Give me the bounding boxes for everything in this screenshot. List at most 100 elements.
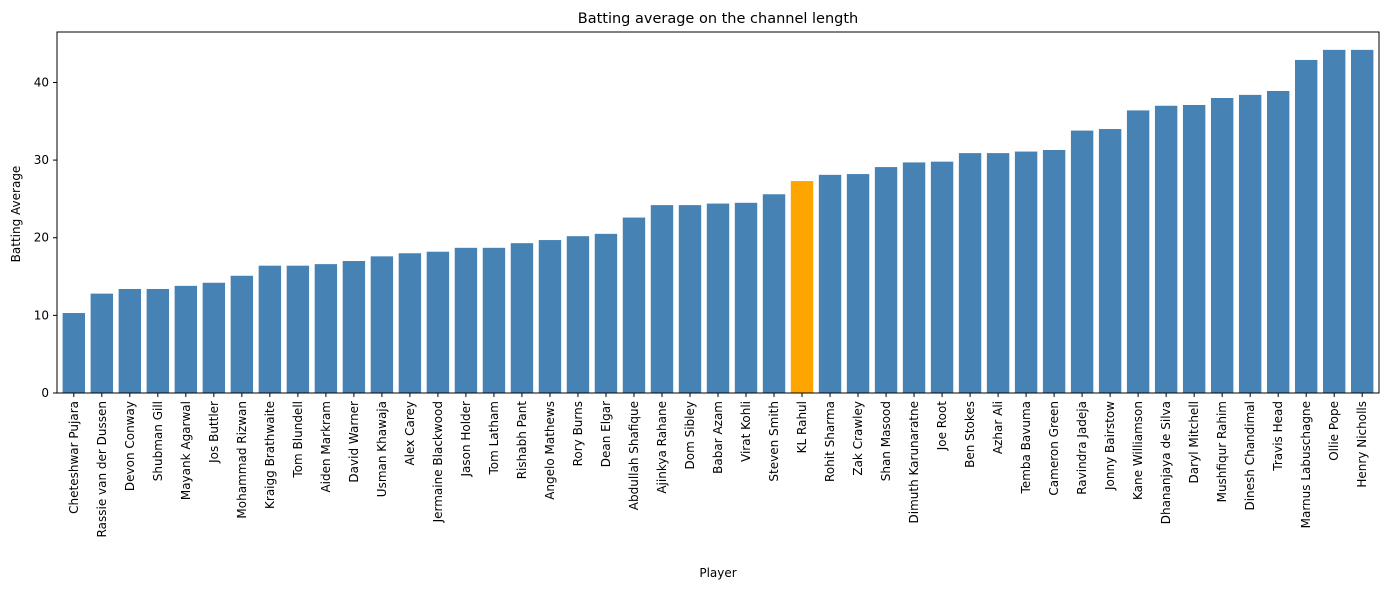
bar-jonny-bairstow [1098, 129, 1122, 394]
bar-alex-carey [398, 253, 422, 393]
x-tick-label: Henry Nicholls [1355, 401, 1369, 488]
bar-kraigg-brathwaite [258, 265, 282, 393]
x-tick-label: Ollie Pope [1327, 401, 1341, 461]
x-tick-label: Alex Carey [403, 401, 417, 466]
x-tick-label: Tom Blundell [291, 401, 305, 479]
bar-kl-rahul [790, 181, 814, 393]
bar-joe-root [930, 161, 954, 393]
bar-devon-conway [118, 288, 142, 393]
bar-jason-holder [454, 247, 478, 393]
x-tick-label: Daryl Mitchell [1187, 401, 1201, 483]
x-tick-label: Rishabh Pant [515, 401, 529, 480]
bar-dean-elgar [594, 233, 618, 393]
x-tick-label: Travis Head [1271, 401, 1285, 472]
bar-cameron-green [1042, 150, 1066, 393]
bar-dinesh-chandimal [1238, 94, 1262, 393]
bar-angelo-mathews [538, 240, 562, 393]
x-tick-label: Ravindra Jadeja [1075, 401, 1089, 495]
x-tick-label: Rassie van der Dussen [95, 401, 109, 537]
x-tick-label: Angelo Mathews [543, 401, 557, 500]
x-tick-label: Cameron Green [1047, 401, 1061, 496]
bar-ravindra-jadeja [1070, 130, 1094, 393]
bar-mohammad-rizwan [230, 275, 254, 393]
bar-henry-nicholls [1350, 49, 1374, 394]
x-tick-label: Shubman Gill [151, 401, 165, 481]
x-tick-label: Aiden Markram [319, 401, 333, 493]
x-tick-label: Tom Latham [487, 401, 501, 476]
x-tick-label: Cheteshwar Pujara [67, 401, 81, 514]
bar-marnus-labuschagne [1294, 59, 1318, 393]
bar-jermaine-blackwood [426, 251, 450, 393]
x-tick-label: Rohit Sharma [823, 401, 837, 482]
bar-tom-blundell [286, 265, 310, 393]
y-tick-label: 20 [34, 231, 49, 245]
bar-usman-khawaja [370, 256, 394, 393]
bar-rory-burns [566, 236, 590, 393]
x-tick-label: Mohammad Rizwan [235, 401, 249, 519]
bar-temba-bavuma [1014, 151, 1038, 393]
bar-ollie-pope [1322, 49, 1346, 394]
x-tick-label: Dhananjaya de Silva [1159, 401, 1173, 524]
x-tick-label: Virat Kohli [739, 401, 753, 462]
x-tick-label: Azhar Ali [991, 401, 1005, 454]
bar-mayank-agarwal [174, 285, 198, 393]
bar-abdullah-shafique [622, 217, 646, 393]
y-tick-label: 10 [34, 308, 49, 322]
x-tick-label: Temba Bavuma [1019, 401, 1033, 494]
x-tick-label: Abdullah Shafique [627, 401, 641, 510]
bar-rohit-sharma [818, 174, 842, 393]
bar-daryl-mitchell [1182, 104, 1206, 393]
x-tick-label: Mayank Agarwal [179, 401, 193, 500]
x-tick-label: Dean Elgar [599, 401, 613, 467]
bar-jos-buttler [202, 282, 226, 393]
x-tick-label: Dom Sibley [683, 401, 697, 469]
x-tick-label: Devon Conway [123, 401, 137, 491]
bar-dhananjaya-de-silva [1154, 105, 1178, 393]
x-axis-label: Player [699, 566, 736, 580]
x-tick-label: Rory Burns [571, 401, 585, 466]
bar-virat-kohli [734, 202, 758, 393]
bar-dimuth-karunaratne [902, 162, 926, 393]
bar-shan-masood [874, 167, 898, 393]
bar-dom-sibley [678, 205, 702, 393]
bar-rishabh-pant [510, 243, 534, 393]
plot-area [62, 49, 1374, 394]
bar-zak-crawley [846, 174, 870, 393]
bar-mushfiqur-rahim [1210, 97, 1234, 394]
x-tick-label: Ben Stokes [963, 401, 977, 468]
x-tick-label: Shan Masood [879, 401, 893, 481]
x-tick-label: Joe Root [935, 401, 949, 452]
x-tick-label: Marnus Labuschagne [1299, 401, 1313, 528]
y-tick-label: 40 [34, 75, 49, 89]
x-tick-label: Steven Smith [767, 401, 781, 482]
bar-kane-williamson [1126, 110, 1150, 393]
y-axis-label: Batting Average [9, 166, 23, 263]
x-axis: Cheteshwar Pujara Rassie van der Dussen De… [67, 393, 1369, 537]
x-tick-label: Jason Holder [459, 401, 473, 478]
y-axis: 0 10 20 30 40 [34, 75, 57, 400]
bar-cheteshwar-pujara [62, 313, 86, 393]
chart-title: Batting average on the channel length [578, 11, 858, 27]
y-tick-label: 30 [34, 153, 49, 167]
x-tick-label: Mushfiqur Rahim [1215, 401, 1229, 502]
bar-ben-stokes [958, 153, 982, 393]
x-tick-label: Zak Crawley [851, 401, 865, 476]
x-tick-label: Ajinkya Rahane [655, 401, 669, 494]
bar-tom-latham [482, 247, 506, 393]
y-tick-label: 0 [41, 386, 49, 400]
x-tick-label: Kane Williamson [1131, 401, 1145, 500]
bar-david-warner [342, 261, 366, 393]
bar-rassie-van-der-dussen [90, 293, 114, 393]
x-tick-label: Dinesh Chandimal [1243, 401, 1257, 511]
x-tick-label: David Warner [347, 401, 361, 483]
bar-travis-head [1266, 91, 1290, 393]
bar-babar-azam [706, 203, 730, 393]
bar-ajinkya-rahane [650, 205, 674, 393]
plot-frame [56, 31, 1380, 394]
x-tick-label: Babar Azam [711, 401, 725, 474]
x-tick-label: Jermaine Blackwood [431, 401, 445, 523]
bar-azhar-ali [986, 153, 1010, 393]
bar-aiden-markram [314, 264, 338, 393]
x-tick-label: Jos Buttler [207, 401, 221, 464]
